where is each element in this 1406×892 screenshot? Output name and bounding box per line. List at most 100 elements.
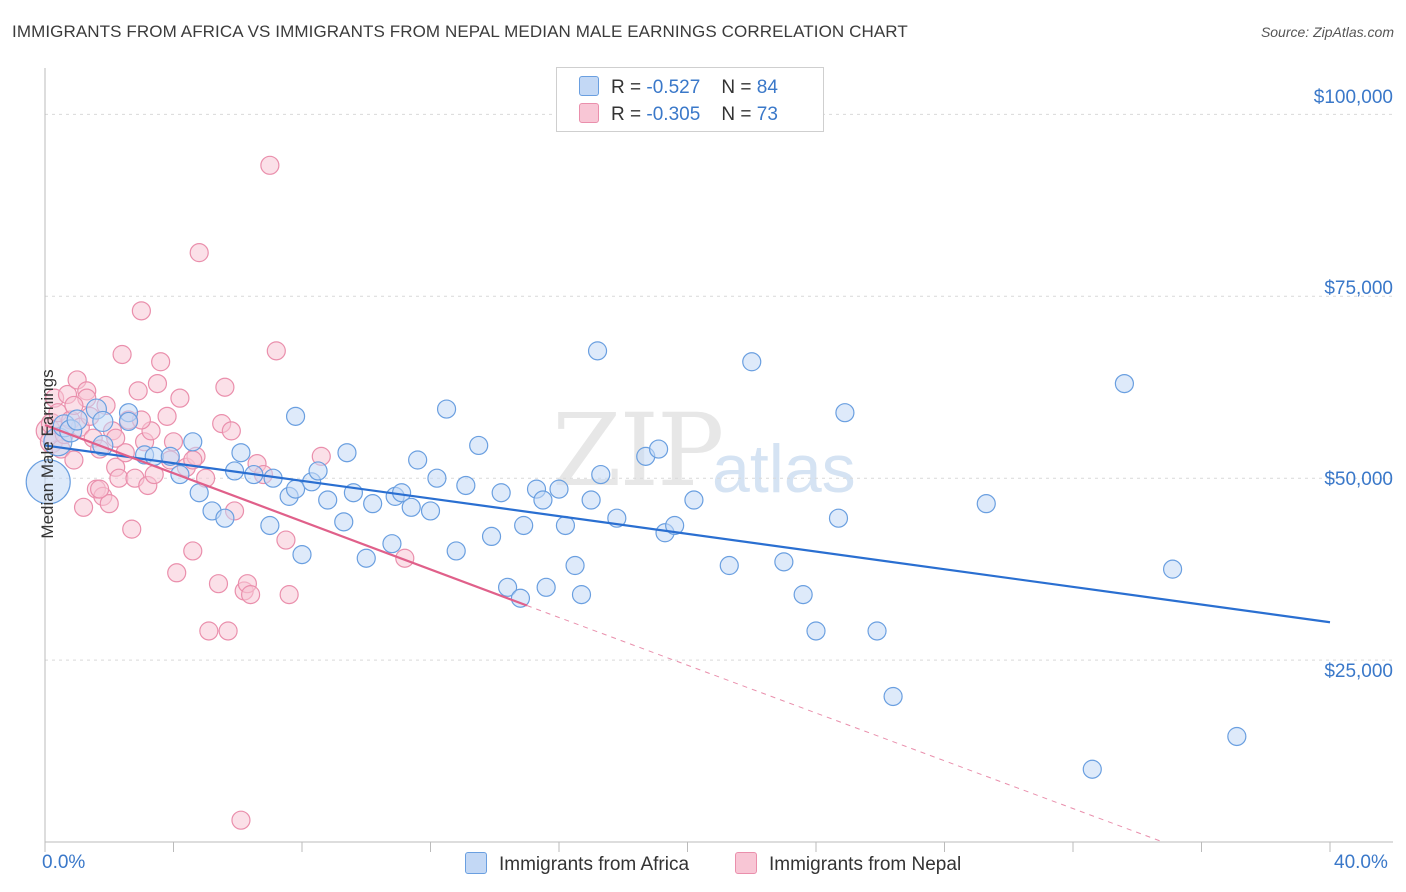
nepal-point <box>112 344 132 365</box>
nepal-point <box>189 243 209 263</box>
nepal-point <box>73 497 94 517</box>
nepal-point <box>157 406 177 426</box>
africa-point <box>774 552 794 572</box>
africa-point <box>571 585 592 605</box>
africa-point <box>456 475 476 496</box>
africa-point <box>581 490 601 510</box>
africa-point <box>66 409 88 431</box>
africa-swatch-icon <box>579 76 599 96</box>
africa-trend-line <box>44 444 1331 624</box>
africa-point <box>92 434 114 457</box>
africa-point <box>867 621 887 641</box>
africa-point <box>356 548 376 568</box>
africa-point <box>648 439 669 459</box>
nepal-r-value: -0.305 <box>646 104 701 125</box>
africa-point <box>665 515 685 536</box>
africa-r-label: R = <box>611 77 642 98</box>
nepal-point <box>170 388 190 408</box>
africa-point <box>481 526 502 547</box>
nepal-point <box>64 450 84 470</box>
africa-point <box>436 399 457 419</box>
nepal-point <box>122 519 142 539</box>
africa-point <box>719 555 739 576</box>
africa-point <box>835 403 855 423</box>
africa-point <box>363 494 383 514</box>
africa-point <box>215 508 235 528</box>
africa-point <box>231 443 251 463</box>
africa-n-value: 84 <box>756 77 778 98</box>
nepal-point <box>109 468 129 488</box>
africa-point <box>491 483 511 503</box>
africa-point <box>382 534 402 554</box>
bottom-legend-nepal: Immigrants from Nepal <box>735 852 961 876</box>
nepal-point <box>151 352 171 372</box>
nepal-point <box>90 479 110 499</box>
y-tick-label-75000: $75,000 <box>1324 278 1393 299</box>
nepal-point <box>218 621 238 641</box>
africa-point <box>189 483 209 503</box>
nepal-point <box>128 381 148 401</box>
nepal-point <box>276 530 296 550</box>
africa-point <box>1114 374 1135 394</box>
nepal-point <box>147 374 168 394</box>
africa-point <box>555 515 576 536</box>
africa-point <box>292 544 312 565</box>
africa-point <box>587 341 608 361</box>
africa-point <box>742 352 762 372</box>
africa-point <box>806 621 826 641</box>
y-axis-title: Median Male Earnings <box>38 369 57 539</box>
nepal-trend-line <box>44 424 528 607</box>
africa-point <box>285 406 306 426</box>
africa-point <box>536 577 556 597</box>
africa-point <box>1227 726 1247 747</box>
africa-point <box>793 585 813 605</box>
nepal-point <box>241 585 261 605</box>
africa-point <box>92 410 114 433</box>
africa-point <box>828 508 849 528</box>
nepal-point <box>395 548 415 568</box>
africa-point <box>549 479 569 499</box>
nepal-point <box>208 574 229 594</box>
africa-point <box>1082 759 1102 779</box>
africa-point <box>401 497 421 517</box>
nepal-point <box>99 494 119 514</box>
nepal-r-label: R = <box>611 104 642 125</box>
africa-point <box>408 450 428 470</box>
y-tick-label-50000: $50,000 <box>1324 469 1393 490</box>
nepal-n-label: N = <box>721 104 752 125</box>
africa-r-value: -0.527 <box>646 77 701 98</box>
nepal-point <box>183 541 203 561</box>
africa-point <box>318 490 338 510</box>
source-label: Source: ZipAtlas.com <box>1260 24 1394 40</box>
africa-n-label: N = <box>721 77 752 98</box>
nepal-point <box>266 341 286 361</box>
africa-point <box>308 461 328 481</box>
bottom-legend-africa: Immigrants from Africa <box>465 852 689 876</box>
watermark-atlas: atlas <box>712 431 856 507</box>
nepal-point <box>279 585 299 605</box>
axes <box>44 68 1393 852</box>
x-tick-label-min: 0.0% <box>42 852 86 873</box>
legend-row-nepal: R = -0.305 N = 73 <box>579 103 778 126</box>
nepal-point <box>215 377 235 397</box>
nepal-points <box>35 155 415 830</box>
africa-point <box>510 588 531 608</box>
nepal-swatch-icon <box>579 103 599 123</box>
nepal-legend-label: Immigrants from Nepal <box>769 854 962 875</box>
africa-point <box>591 464 611 485</box>
africa-point <box>118 411 139 432</box>
africa-point <box>160 446 180 466</box>
africa-point <box>427 468 447 488</box>
nepal-n-value: 73 <box>756 104 778 125</box>
africa-point <box>25 459 71 505</box>
nepal-legend-icon <box>735 852 757 874</box>
africa-point <box>446 541 466 561</box>
nepal-trend-extension <box>526 605 1164 843</box>
africa-point <box>565 555 585 576</box>
africa-point <box>533 490 553 510</box>
nepal-point <box>199 621 219 641</box>
africa-legend-label: Immigrants from Africa <box>499 854 690 875</box>
correlation-legend: R = -0.527 N = 84 R = -0.305 N = 73 <box>556 67 824 132</box>
nepal-point <box>221 421 241 441</box>
